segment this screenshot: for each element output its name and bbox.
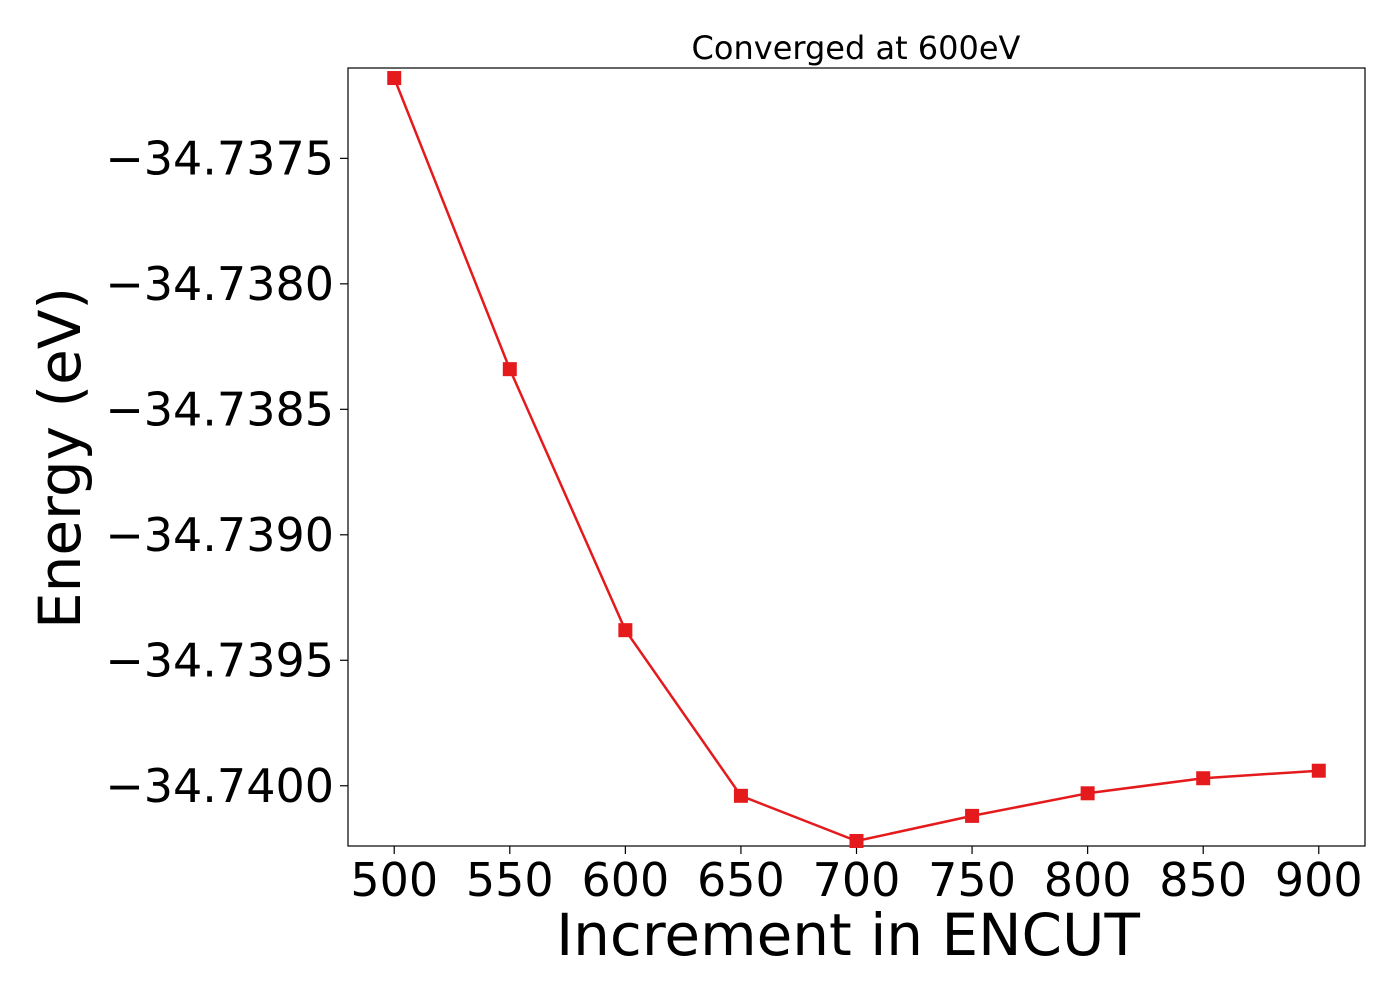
data-point-marker [733,788,748,803]
x-tick-label: 800 [1044,853,1132,907]
x-tick-label: 750 [928,853,1016,907]
y-tick-label: −34.7385 [105,382,334,436]
y-tick-label: −34.7400 [105,759,334,813]
y-tick-label: −34.7395 [105,633,334,687]
series-layer [387,71,1326,848]
x-tick-label: 550 [466,853,554,907]
plot-area [347,67,1366,847]
chart-title: Converged at 600eV [692,29,1021,67]
data-point-marker [965,808,980,823]
x-axis: 500 550 600 650 700 750 800 850 900 [350,846,1363,907]
y-tick-label: −34.7390 [105,508,334,562]
y-axis: −34.7375 −34.7380 −34.7385 −34.7390 −34.7395… [105,131,348,813]
data-point-marker [849,833,864,848]
x-tick-label: 850 [1159,853,1247,907]
y-axis-label: Energy (eV) [26,287,94,629]
data-point-marker [1196,771,1211,786]
x-tick-label: 500 [350,853,438,907]
x-tick-label: 650 [697,853,785,907]
data-point-marker [618,623,633,638]
data-point-marker [1080,786,1095,801]
x-tick-label: 700 [813,853,901,907]
x-tick-label: 900 [1275,853,1363,907]
x-axis-label: Increment in ENCUT [556,901,1140,969]
data-point-marker [1311,763,1326,778]
data-point-marker [387,71,402,86]
data-point-marker [502,362,517,377]
y-tick-label: −34.7380 [105,257,334,311]
x-tick-label: 600 [581,853,669,907]
y-tick-label: −34.7375 [105,131,334,185]
